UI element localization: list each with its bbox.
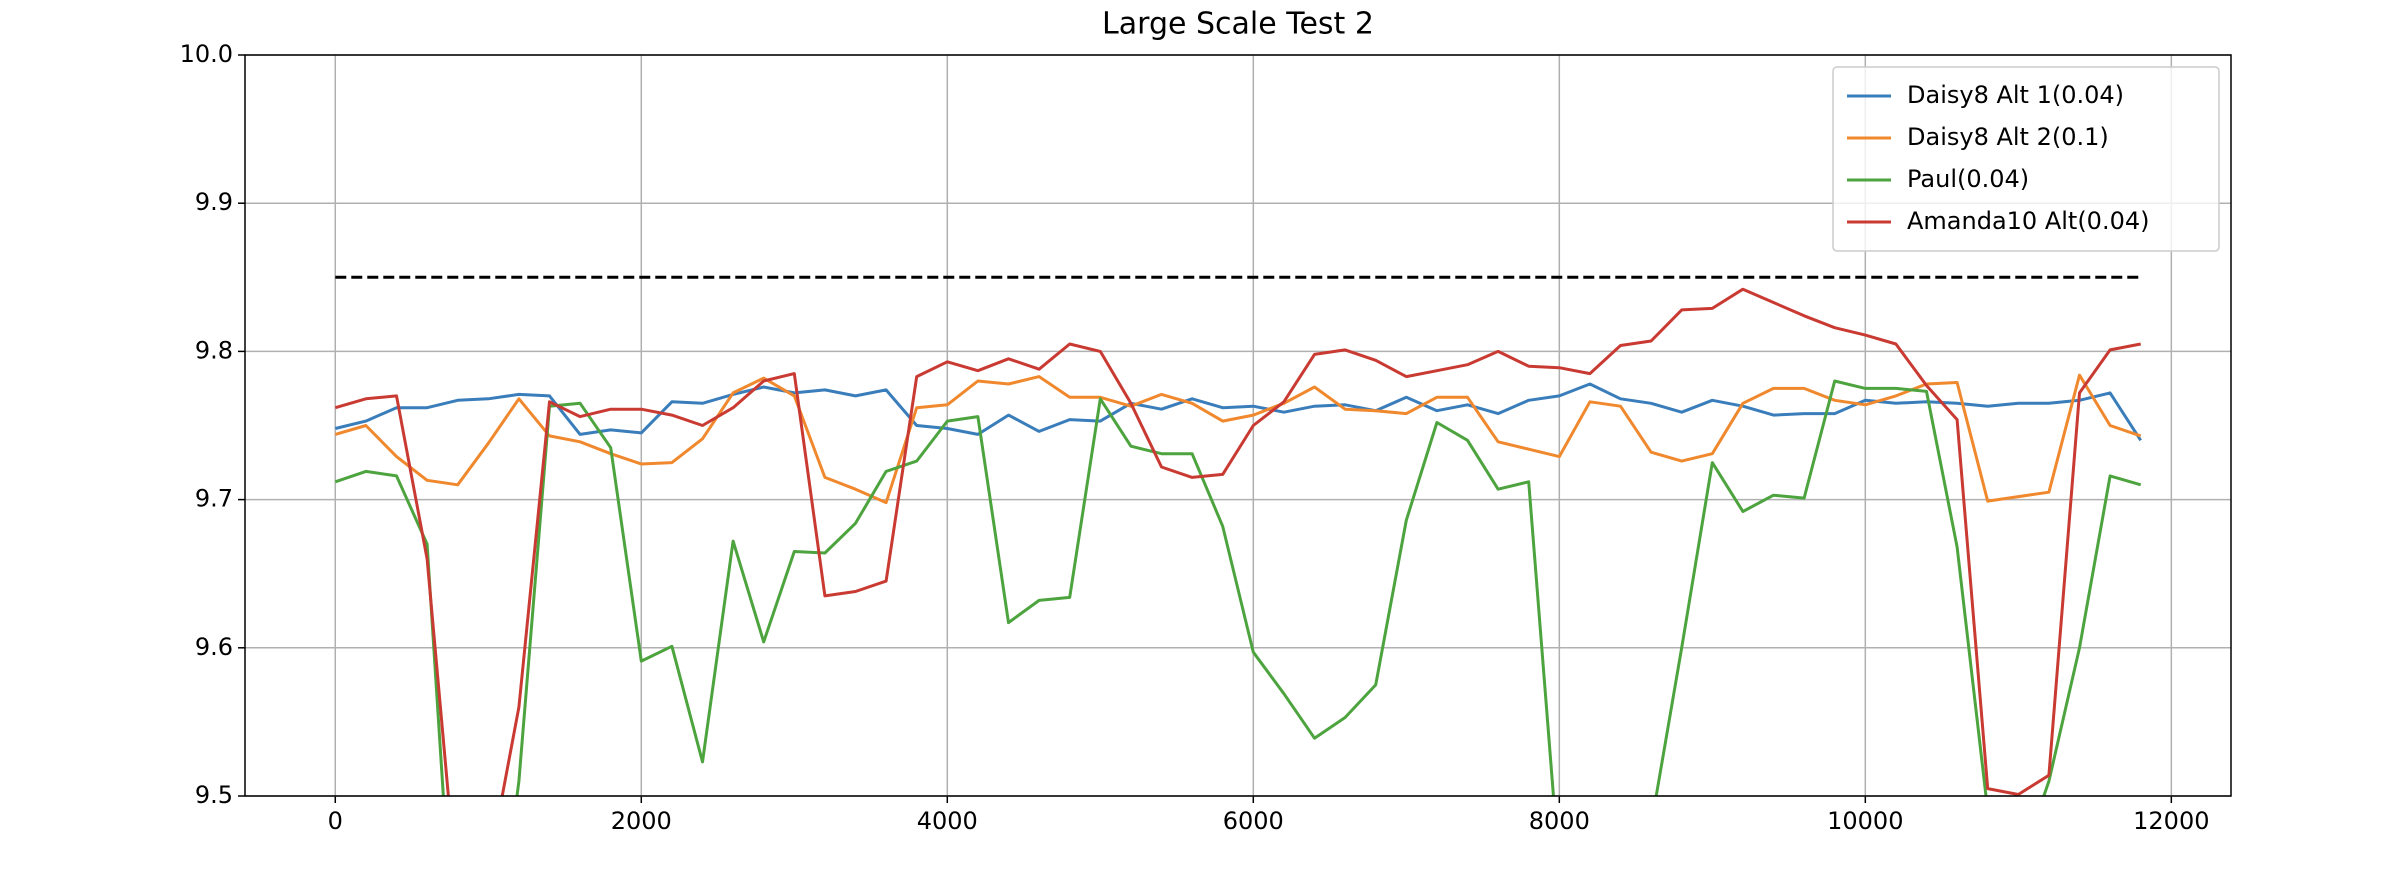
x-tick-label: 6000 bbox=[1223, 807, 1284, 835]
y-tick-label: 9.5 bbox=[195, 781, 233, 809]
series-line bbox=[334, 373, 2142, 505]
legend-label: Daisy8 Alt 2(0.1) bbox=[1907, 123, 2109, 151]
series-line bbox=[334, 287, 2141, 796]
legend-label: Amanda10 Alt(0.04) bbox=[1907, 207, 2149, 235]
x-tick-label: 2000 bbox=[611, 807, 672, 835]
y-tick-label: 9.9 bbox=[195, 188, 233, 216]
x-tick-label: 0 bbox=[328, 807, 343, 835]
x-tick-label: 8000 bbox=[1529, 807, 1590, 835]
series-line bbox=[334, 382, 2142, 442]
y-tick-label: 10.0 bbox=[180, 40, 233, 68]
y-tick-label: 9.7 bbox=[195, 485, 233, 513]
legend-box bbox=[1832, 66, 2220, 252]
plot-frame bbox=[244, 54, 2232, 797]
y-tick-label: 9.8 bbox=[195, 336, 233, 364]
legend-label: Paul(0.04) bbox=[1907, 165, 2029, 193]
chart-title: Large Scale Test 2 bbox=[1102, 7, 1374, 42]
legend-label: Daisy8 Alt 1(0.04) bbox=[1907, 81, 2124, 109]
y-tick-label: 9.6 bbox=[195, 633, 233, 661]
x-tick-label: 10000 bbox=[1827, 807, 1903, 835]
x-tick-label: 4000 bbox=[917, 807, 978, 835]
plot-area bbox=[334, 275, 2142, 796]
x-tick-label: 12000 bbox=[2133, 807, 2209, 835]
series-line bbox=[334, 379, 2142, 796]
